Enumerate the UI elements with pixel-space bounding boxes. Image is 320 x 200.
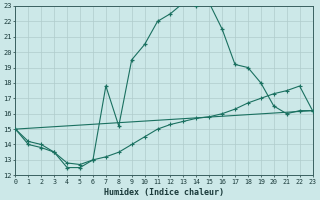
X-axis label: Humidex (Indice chaleur): Humidex (Indice chaleur) (104, 188, 224, 197)
